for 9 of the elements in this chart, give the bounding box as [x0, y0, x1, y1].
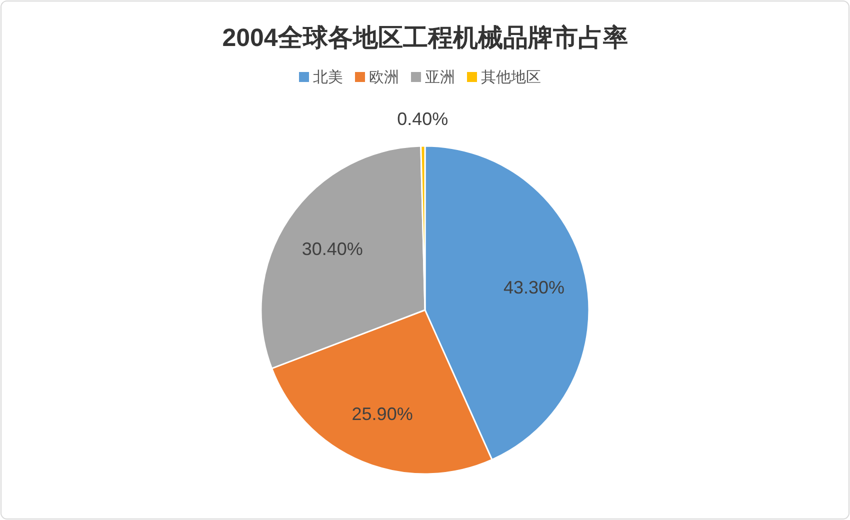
- legend-label: 北美: [313, 69, 343, 86]
- data-label: 0.40%: [397, 109, 448, 130]
- legend-label: 其他地区: [481, 69, 541, 86]
- data-label: 30.40%: [302, 238, 363, 259]
- legend-label: 亚洲: [425, 69, 455, 86]
- data-label: 25.90%: [352, 404, 413, 424]
- data-label: 43.30%: [504, 278, 565, 298]
- chart-title: 2004全球各地区工程机械品牌市占率: [222, 24, 628, 52]
- legend-label: 欧洲: [369, 69, 399, 86]
